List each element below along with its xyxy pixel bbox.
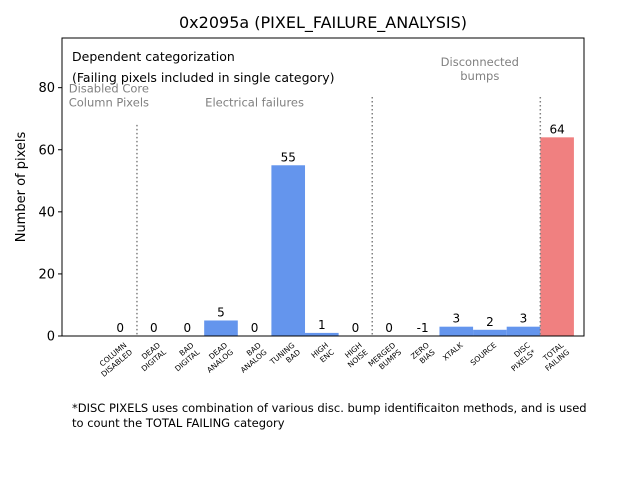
bar-value-label-group: 0 0 0 5 0 55 1 0 0 -1 3 2 3 64 xyxy=(116,122,564,335)
bar-value-label: 0 xyxy=(352,321,360,335)
bar-value-label: 1 xyxy=(318,318,326,332)
x-tick-label-line: XTALK xyxy=(441,340,465,363)
y-axis-label: Number of pixels xyxy=(14,131,29,242)
bar-value-label: -1 xyxy=(417,321,429,335)
x-tick-label-line: SOURCE xyxy=(469,340,499,367)
x-tick-label: HIGHNOISE xyxy=(340,340,370,369)
separator-group xyxy=(136,96,542,336)
group-label: Electrical failures xyxy=(205,95,304,109)
bar-value-label: 0 xyxy=(150,321,158,335)
x-tick-label: TUNINGBAD xyxy=(267,341,302,374)
bar-value-label: 55 xyxy=(281,150,296,164)
bar-group xyxy=(204,137,574,336)
bar-value-label: 3 xyxy=(520,312,528,326)
bar-value-label: 2 xyxy=(486,315,494,329)
group-label: Disconnected xyxy=(441,55,519,69)
bar-value-label: 0 xyxy=(184,321,192,335)
x-tick-label: BADANALOG xyxy=(233,341,269,375)
x-tick-label: ZEROBIAS xyxy=(409,340,437,367)
footnote-line: to count the TOTAL FAILING category xyxy=(72,416,285,430)
y-tick-label: 0 xyxy=(47,330,55,345)
x-tick-label: DEADANALOG xyxy=(199,340,235,374)
x-tick-label: TOTALFAILING xyxy=(538,340,572,373)
bar xyxy=(506,326,541,336)
plot-frame xyxy=(61,37,585,337)
group-label: Column Pixels xyxy=(69,95,149,109)
y-tick-label: 40 xyxy=(38,205,55,220)
bar xyxy=(540,137,574,336)
y-tick-label: 60 xyxy=(38,143,55,158)
bar-value-label: 64 xyxy=(549,122,564,136)
bar-value-label: 5 xyxy=(217,305,225,319)
info-box-line: (Failing pixels included in single categ… xyxy=(72,70,335,85)
x-tick-label: BADDIGITAL xyxy=(167,340,202,373)
x-tick-label: SOURCE xyxy=(469,340,499,367)
info-box: Dependent categorization (Failing pixels … xyxy=(72,49,335,85)
x-tick-label: MERGEDBUMPS xyxy=(366,340,403,375)
group-label: Disabled Core xyxy=(69,81,149,95)
bar xyxy=(305,332,339,336)
group-label: bumps xyxy=(460,69,499,83)
x-tick-label: COLUMNDISABLED xyxy=(94,340,135,378)
bar xyxy=(473,329,507,336)
x-tick-label: HIGHENC xyxy=(310,341,336,367)
x-tick-label: XTALK xyxy=(441,340,465,363)
bar-value-label: 3 xyxy=(452,312,460,326)
bar xyxy=(439,326,474,336)
bar-value-label: 0 xyxy=(385,321,393,335)
bar-value-label: 0 xyxy=(251,321,259,335)
info-box-line: Dependent categorization xyxy=(72,49,235,64)
x-axis: COLUMNDISABLED DEADDIGITAL BADDIGITAL DEADA… xyxy=(94,340,572,379)
footnote: *DISC PIXELS uses combination of various… xyxy=(72,401,637,431)
x-tick-label: DISCPIXELS* xyxy=(504,340,538,373)
y-axis: 0 20 40 60 80 xyxy=(38,81,62,345)
chart-title: 0x2095a (PIXEL_FAILURE_ANALYSIS) xyxy=(179,13,467,33)
y-tick-label: 80 xyxy=(38,81,55,96)
bar xyxy=(271,165,306,336)
y-tick-label: 20 xyxy=(38,267,55,282)
x-tick-label: DEADDIGITAL xyxy=(134,340,169,373)
bar-value-label: 0 xyxy=(116,321,124,335)
bar xyxy=(204,320,238,336)
footnote-line: *DISC PIXELS uses combination of various… xyxy=(72,401,587,415)
